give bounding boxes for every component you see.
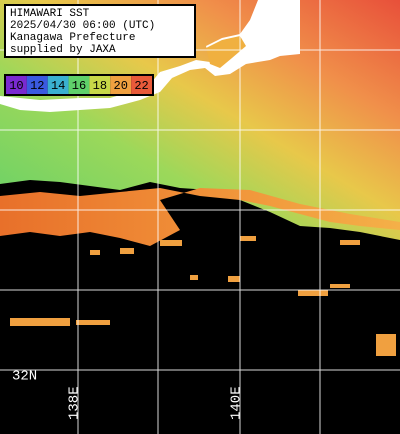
colorbar-segment	[6, 76, 27, 94]
colorbar-label: 16	[72, 79, 86, 93]
header-line: Kanagawa Prefecture	[10, 32, 135, 44]
lon-label: 140E	[229, 386, 245, 420]
colorbar-label: 20	[114, 79, 128, 93]
lat-label: 32N	[12, 369, 37, 385]
warm-band	[0, 188, 400, 246]
lon-label: 138E	[67, 386, 83, 420]
colorbar-label: 10	[9, 79, 23, 93]
colorbar-segment	[47, 76, 69, 94]
colorbar-label: 18	[93, 79, 107, 93]
colorbar-segment	[68, 76, 90, 94]
header-box	[4, 4, 196, 58]
header-line: 2025/04/30 06:00 (UTC)	[10, 20, 155, 32]
sea-surface	[0, 0, 400, 240]
colorbar-segment	[89, 76, 111, 94]
colorbar-label: 12	[30, 79, 44, 93]
colorbar-segment	[131, 76, 152, 94]
header-line: supplied by JAXA	[10, 44, 116, 56]
header-line: HIMAWARI SST	[10, 8, 90, 20]
colorbar-label: 14	[51, 79, 65, 93]
peninsula	[206, 36, 246, 68]
colorbar-segment	[110, 76, 132, 94]
colorbar-label: 22	[134, 79, 148, 93]
warm-patches	[10, 236, 396, 356]
colorbar-segment	[26, 76, 48, 94]
